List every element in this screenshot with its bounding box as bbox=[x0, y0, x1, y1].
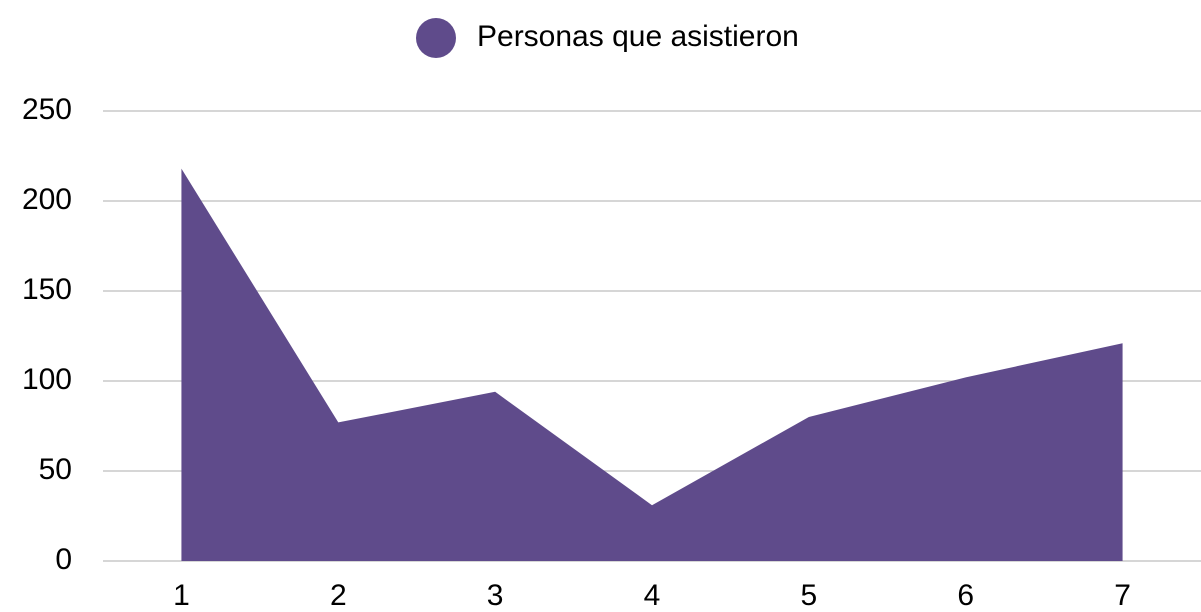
x-tick-label: 7 bbox=[1114, 579, 1131, 612]
x-tick-label: 6 bbox=[957, 579, 974, 612]
y-tick-label: 250 bbox=[22, 93, 72, 126]
legend-marker bbox=[416, 18, 456, 58]
y-tick-label: 50 bbox=[39, 453, 72, 486]
x-tick-label: 3 bbox=[487, 579, 504, 612]
x-tick-label: 1 bbox=[173, 579, 190, 612]
x-tick-label: 2 bbox=[330, 579, 347, 612]
y-tick-label: 100 bbox=[22, 363, 72, 396]
area bbox=[181, 168, 1123, 561]
y-tick-label: 150 bbox=[22, 273, 72, 306]
legend-label: Personas que asistieron bbox=[477, 20, 799, 53]
x-tick-label: 5 bbox=[801, 579, 818, 612]
x-tick-label: 4 bbox=[644, 579, 661, 612]
y-tick-label: 0 bbox=[55, 543, 72, 576]
y-tick-label: 200 bbox=[22, 183, 72, 216]
